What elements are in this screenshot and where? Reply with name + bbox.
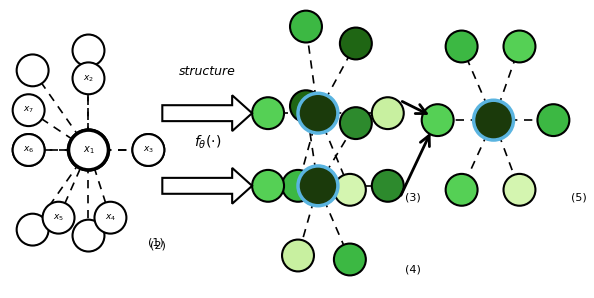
Text: (1): (1): [148, 238, 164, 248]
Text: $x_{6}$: $x_{6}$: [23, 145, 34, 155]
Circle shape: [504, 31, 535, 62]
Text: $x_{2}$: $x_{2}$: [83, 73, 94, 83]
Circle shape: [334, 174, 366, 206]
Circle shape: [473, 100, 513, 140]
Polygon shape: [162, 95, 252, 131]
Circle shape: [12, 134, 45, 166]
Text: (2): (2): [150, 240, 166, 251]
Circle shape: [68, 130, 109, 170]
Circle shape: [12, 94, 45, 126]
Text: $x_{5}$: $x_{5}$: [53, 212, 64, 223]
Text: (5): (5): [571, 193, 587, 203]
Circle shape: [282, 170, 314, 202]
Circle shape: [72, 220, 105, 252]
Circle shape: [446, 174, 478, 206]
Circle shape: [422, 104, 454, 136]
Circle shape: [372, 97, 404, 129]
Circle shape: [17, 214, 49, 246]
Circle shape: [282, 240, 314, 271]
Circle shape: [72, 35, 105, 66]
Circle shape: [446, 31, 478, 62]
Circle shape: [290, 11, 322, 43]
Circle shape: [72, 62, 105, 94]
Circle shape: [12, 134, 45, 166]
Polygon shape: [162, 168, 252, 204]
Circle shape: [252, 97, 284, 129]
Text: (3): (3): [405, 193, 421, 203]
Circle shape: [340, 28, 372, 59]
Circle shape: [298, 93, 338, 133]
Circle shape: [17, 55, 49, 86]
Text: $f_{\theta}(\cdot)$: $f_{\theta}(\cdot)$: [194, 134, 221, 151]
Text: structure: structure: [179, 65, 236, 78]
Text: $x_{7}$: $x_{7}$: [23, 105, 34, 115]
Text: $x_{1}$: $x_{1}$: [83, 144, 94, 156]
Circle shape: [94, 202, 127, 234]
Text: (4): (4): [405, 264, 421, 274]
Text: $x_{4}$: $x_{4}$: [105, 212, 116, 223]
Circle shape: [132, 134, 165, 166]
Circle shape: [68, 130, 109, 170]
Circle shape: [290, 90, 322, 122]
Circle shape: [340, 107, 372, 139]
Circle shape: [504, 174, 535, 206]
Circle shape: [334, 243, 366, 275]
Text: $x_{3}$: $x_{3}$: [143, 145, 154, 155]
Circle shape: [132, 134, 165, 166]
Circle shape: [252, 170, 284, 202]
Circle shape: [43, 202, 74, 234]
Circle shape: [372, 170, 404, 202]
Circle shape: [298, 166, 338, 206]
Circle shape: [538, 104, 570, 136]
